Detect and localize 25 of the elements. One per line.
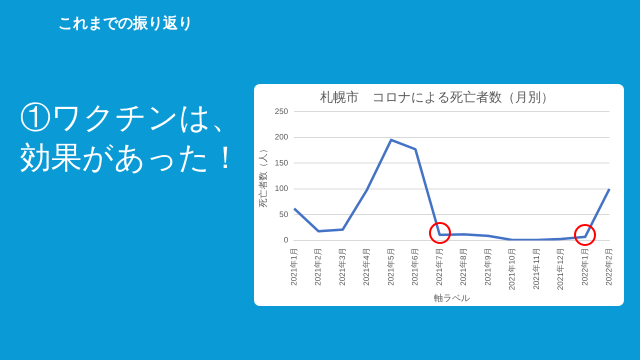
x-axis-title: 軸ラベル — [434, 293, 470, 304]
x-tick-label: 2021年5月 — [386, 248, 396, 286]
x-tick-label: 2021年8月 — [459, 248, 468, 286]
x-tick-label: 2021年4月 — [362, 248, 372, 286]
x-tick-label: 2021年7月 — [434, 248, 444, 286]
x-tick-label: 2021年9月 — [483, 248, 492, 286]
text: これまでの振り返り — [58, 14, 193, 33]
x-tick-label: 2021年11月 — [532, 248, 541, 290]
y-axis-title: 死亡者数（人） — [258, 144, 268, 208]
x-tick-label: 2021年1月 — [289, 248, 298, 286]
chart-title: 札幌市 コロナによる死亡者数（月別） — [320, 89, 554, 104]
y-tick-label: 200 — [274, 132, 289, 142]
x-tick-label: 2021年12月 — [556, 248, 566, 290]
y-tick-label: 150 — [274, 158, 289, 168]
y-tick-label: 250 — [274, 106, 289, 116]
x-tick-label: 2022年2月 — [604, 248, 614, 286]
y-tick-label: 0 — [284, 236, 289, 245]
text: ①ワクチンは、効果があった！ — [20, 99, 243, 178]
x-tick-label: 2021年10月 — [508, 248, 517, 290]
x-tick-label: 2021年6月 — [410, 248, 420, 286]
x-tick-label: 2021年3月 — [338, 248, 347, 286]
x-tick-label: 2021年2月 — [314, 248, 323, 286]
x-tick-label: 2022年1月 — [580, 248, 590, 286]
y-tick-label: 100 — [274, 184, 289, 194]
y-tick-label: 50 — [279, 210, 289, 219]
